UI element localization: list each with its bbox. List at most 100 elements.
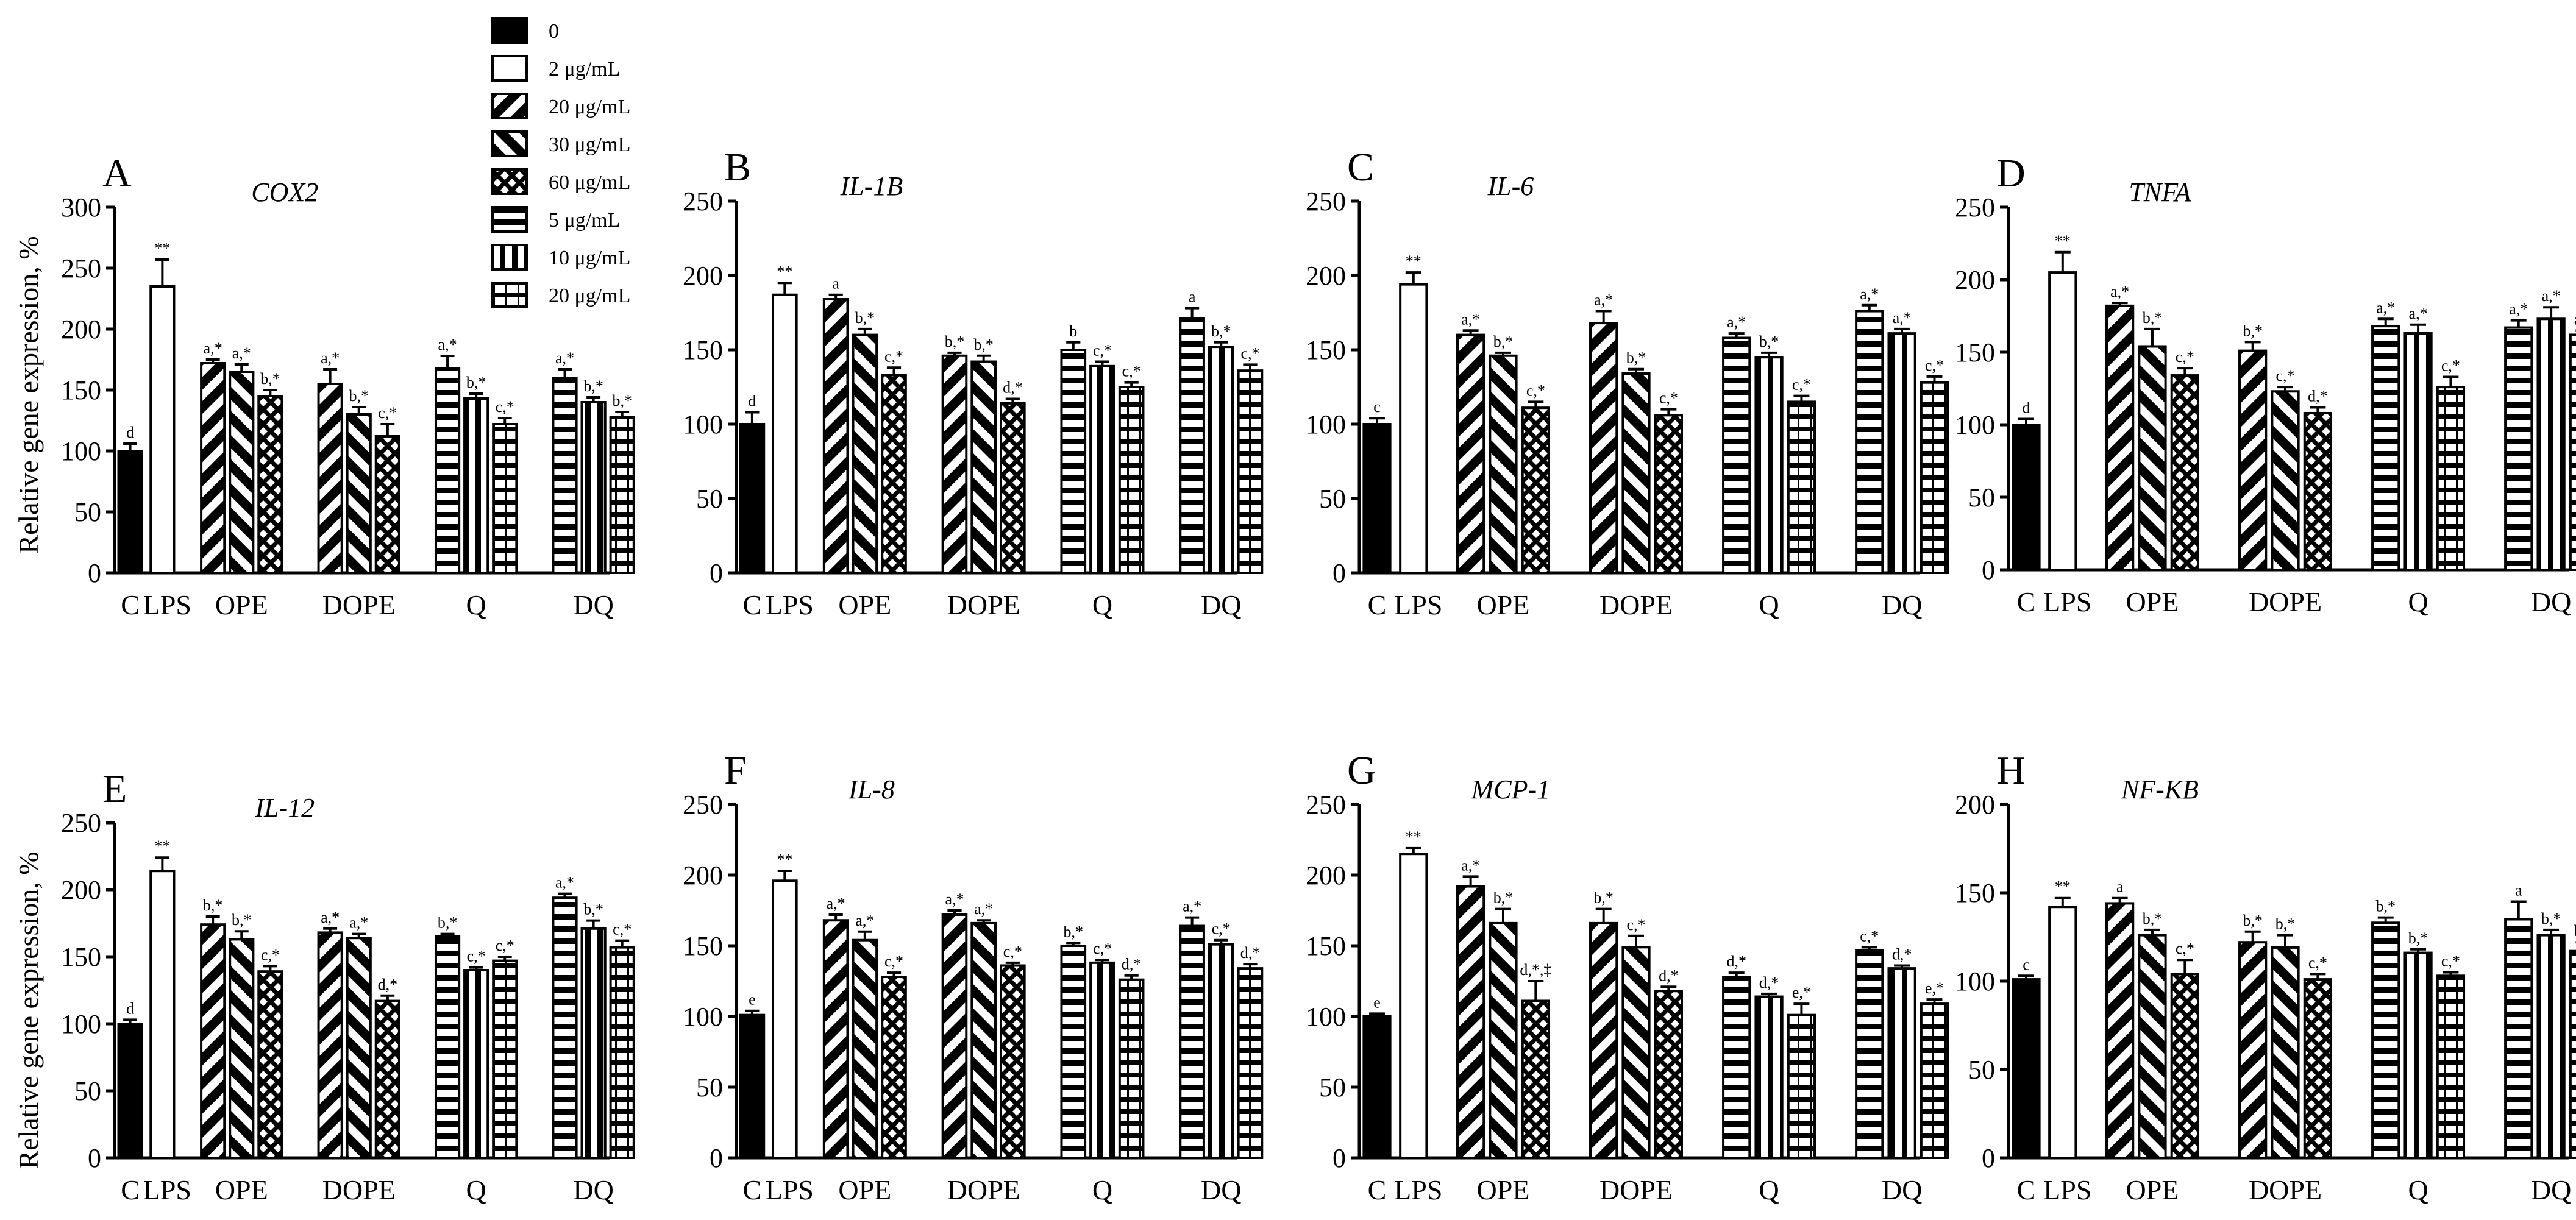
- category-label: DOPE: [947, 589, 1020, 620]
- significance-label: a,*: [1860, 285, 1879, 303]
- bar-DOPE-cross: [1654, 414, 1684, 574]
- bar-DQ-hstripes: [1855, 948, 1884, 1159]
- significance-label: **: [154, 239, 170, 257]
- panel-letter: G: [1347, 748, 1376, 793]
- bar-DOPE-cross: [1000, 402, 1026, 575]
- bar-DQ-hstripes: [552, 377, 578, 574]
- y-tick-label: 100: [61, 436, 101, 466]
- category-label: LPS: [143, 1174, 191, 1205]
- y-tick-label: 50: [74, 497, 101, 527]
- legend-swatch-diag-fwd: [491, 130, 528, 157]
- chart-panel-C: 0 50 100 150 200 250 c ** a,* b,* c,* a,* b,* c,* a,* b…: [1306, 145, 1949, 620]
- bar-DOPE-diag-fwd: [2271, 946, 2300, 1160]
- panel-letter: E: [102, 767, 127, 811]
- y-tick-label: 200: [683, 261, 723, 291]
- y-tick-label: 50: [696, 1073, 723, 1102]
- bar-Q-grid: [1118, 386, 1145, 574]
- significance-label: b,*: [973, 336, 994, 353]
- bar-Q-hstripes: [2371, 325, 2400, 571]
- chart-panel-H: 0 50 100 150 200 c ** a b,* c,* b,* b,* c,* b,* b,* c,*…: [1955, 748, 2576, 1205]
- chart-panel-E: 0 50 100 150 200 250 d ** b,* b,* c,* a,* a,* d,* b,* c…: [61, 767, 635, 1205]
- chart-title: MCP-1: [1471, 775, 1551, 804]
- bar-OPE-diag-fwd: [1489, 354, 1518, 574]
- category-label: C: [743, 1174, 762, 1205]
- legend-swatch-solid: [491, 17, 528, 44]
- bar-DOPE-diag-back: [317, 931, 343, 1160]
- y-tick-label: 200: [1955, 790, 1995, 820]
- significance-label: b,*: [2541, 910, 2561, 927]
- category-label: C: [1368, 1174, 1387, 1205]
- bar-LPS-empty: [772, 293, 798, 574]
- significance-label: c: [2023, 956, 2030, 973]
- bar-DOPE-cross: [1000, 964, 1026, 1159]
- significance-label: a,*: [827, 895, 845, 912]
- y-tick-label: 150: [1306, 931, 1346, 961]
- chart-panel-F: 0 50 100 150 200 250 e ** a,* a,* c,* a,* a,* c,* b,* c…: [683, 748, 1264, 1205]
- significance-label: b,*: [2243, 912, 2263, 929]
- y-tick-label: 50: [1319, 484, 1346, 514]
- significance-label: d: [126, 999, 134, 1017]
- significance-label: **: [2055, 878, 2071, 896]
- bar-DQ-vstripes: [580, 927, 607, 1160]
- category-label: Q: [466, 589, 486, 620]
- significance-label: c,*: [496, 398, 514, 416]
- bar-OPE-diag-fwd: [2138, 934, 2167, 1159]
- y-tick-label: 100: [1306, 410, 1346, 439]
- y-tick-label: 0: [88, 558, 101, 588]
- category-label: DQ: [1201, 589, 1241, 620]
- significance-label: a,*: [321, 909, 340, 926]
- legend-label: 30 μg/mL: [549, 133, 630, 156]
- bar-Q-grid: [2436, 974, 2466, 1160]
- y-tick-label: 150: [1306, 335, 1346, 365]
- bar-LPS-empty: [2048, 271, 2077, 571]
- y-tick-label: 150: [683, 335, 723, 365]
- legend-swatch-hstripes: [491, 206, 528, 233]
- category-label: Q: [1759, 1174, 1779, 1205]
- bar-Q-vstripes: [1089, 364, 1115, 575]
- category-label: OPE: [1477, 589, 1530, 620]
- significance-label: d,*: [1003, 379, 1023, 397]
- category-label: Q: [1759, 589, 1779, 620]
- significance-label: c,*: [1240, 344, 1259, 362]
- y-tick-label: 0: [710, 558, 723, 588]
- legend-label: 20 μg/mL: [549, 96, 630, 118]
- y-tick-label: 0: [710, 1143, 723, 1173]
- significance-label: d,*: [1240, 944, 1261, 962]
- bar-C-solid: [117, 450, 143, 574]
- bar-OPE-diag-fwd: [229, 371, 255, 574]
- category-label: DQ: [1882, 1174, 1922, 1205]
- bar-OPE-cross: [257, 395, 283, 574]
- significance-label: b,*: [1493, 889, 1514, 907]
- bar-Q-hstripes: [1722, 976, 1751, 1160]
- bar-DQ-grid: [609, 416, 635, 574]
- significance-label: a: [832, 275, 839, 293]
- significance-label: d: [126, 424, 134, 441]
- y-tick-label: 0: [1332, 1143, 1346, 1173]
- bar-Q-grid: [492, 959, 518, 1159]
- significance-label: d,*: [1726, 952, 1746, 970]
- category-label: C: [743, 589, 762, 620]
- y-tick-label: 50: [696, 484, 723, 514]
- significance-label: a,*: [945, 890, 964, 908]
- significance-label: e: [749, 991, 756, 1009]
- bar-OPE-diag-fwd: [852, 333, 878, 574]
- category-label: LPS: [766, 589, 814, 620]
- bar-OPE-diag-back: [822, 298, 849, 574]
- y-tick-label: 250: [1306, 186, 1346, 216]
- bar-DQ-hstripes: [1179, 924, 1205, 1160]
- bar-DQ-hstripes: [2504, 326, 2533, 571]
- significance-label: c,*: [2176, 940, 2194, 957]
- bar-OPE-diag-fwd: [229, 938, 255, 1160]
- category-label: C: [2017, 1174, 2036, 1205]
- significance-label: d: [748, 392, 756, 410]
- y-tick-label: 0: [88, 1143, 101, 1173]
- legend-label: 20 μg/mL: [549, 285, 630, 307]
- y-tick-label: 50: [1968, 483, 1995, 512]
- significance-label: d: [2022, 399, 2030, 416]
- significance-label: a,*: [2376, 299, 2395, 316]
- significance-label: **: [2055, 232, 2071, 250]
- significance-label: b,*: [2143, 309, 2163, 327]
- significance-label: b,*: [945, 333, 965, 350]
- chart-title: COX2: [251, 177, 318, 207]
- bar-C-solid: [2012, 978, 2041, 1159]
